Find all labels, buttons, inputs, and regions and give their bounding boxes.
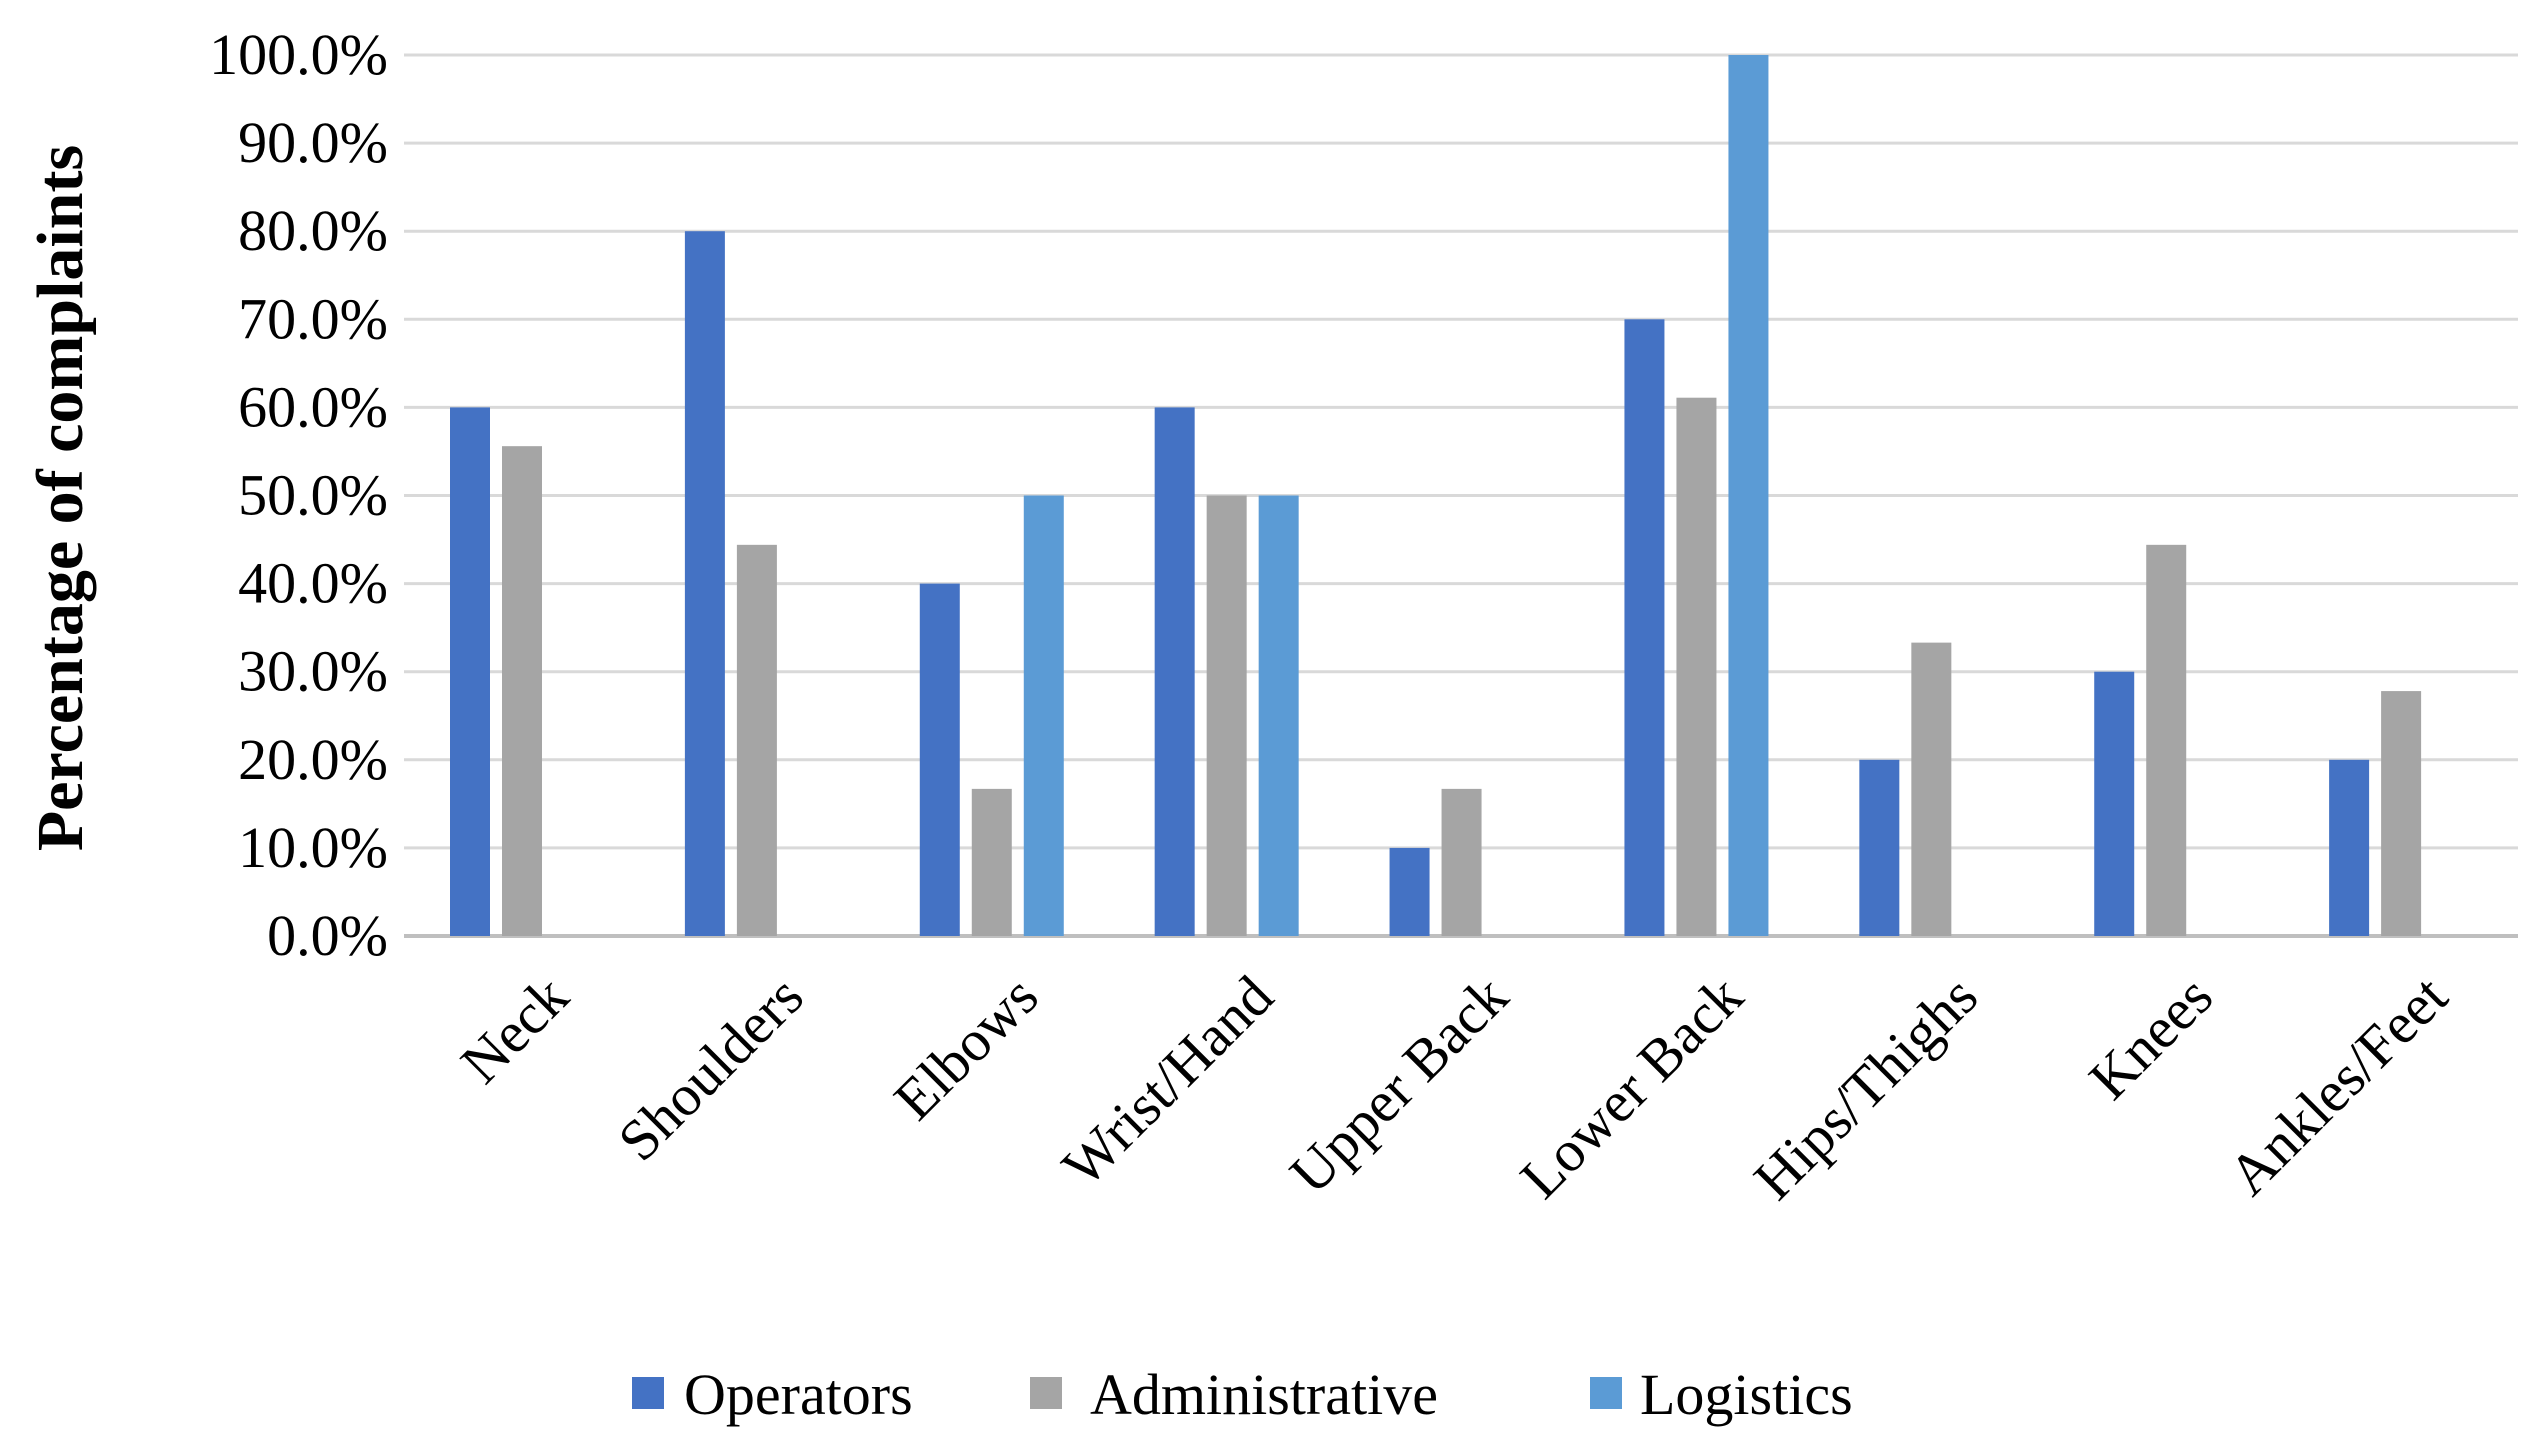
bar-administrative-hips-thighs [1911,642,1952,936]
legend-label-operators: Operators [684,1362,913,1427]
legend-swatch-logistics [1590,1377,1622,1409]
bar-operators-ankles-feet [2329,759,2370,936]
y-tick-label: 70.0% [238,286,388,351]
bar-administrative-shoulders [736,544,777,936]
bar-administrative-wrist-hand [1206,495,1247,936]
legend-swatch-operators [632,1377,664,1409]
legend: Operators Administrative Logistics [632,1362,1853,1427]
x-category-label: Knees [2076,963,2224,1111]
bar-administrative-lower-back [1676,397,1717,937]
bar-administrative-elbows [971,788,1012,936]
y-tick-label: 20.0% [238,727,388,792]
x-category-label: Upper Back [1277,963,1520,1206]
y-tick-label: 30.0% [238,639,388,704]
x-category-label: Ankles/Feet [2216,963,2460,1207]
y-axis-tick-labels: 0.0% 10.0% 20.0% 30.0% 40.0% 50.0% 60.0% 70.0% 8… [209,22,388,968]
bars [450,55,2422,937]
legend-label-administrative: Administrative [1090,1362,1438,1427]
bar-administrative-ankles-feet [2381,691,2422,936]
bar-operators-elbows [919,583,960,936]
bar-operators-neck [450,407,490,936]
y-tick-label: 60.0% [238,374,388,439]
bar-administrative-upper-back [1441,788,1482,936]
y-tick-label: 10.0% [238,815,388,880]
bar-logistics-lower-back [1728,55,1769,936]
x-category-label: Shoulders [606,963,816,1173]
bar-operators-upper-back [1389,847,1430,936]
y-tick-label: 80.0% [238,198,388,263]
bar-administrative-neck [502,446,542,936]
y-tick-label: 50.0% [238,463,388,528]
bar-logistics-wrist-hand [1258,495,1299,936]
bar-operators-hips-thighs [1859,759,1900,936]
x-category-label: Wrist/Hand [1050,963,1286,1199]
x-category-label: Elbows [881,963,1050,1132]
y-axis-title: Percentage of complaints [24,145,97,851]
legend-label-logistics: Logistics [1640,1362,1853,1427]
y-tick-label: 0.0% [267,903,388,968]
x-category-label: Lower Back [1508,963,1756,1211]
x-category-label: Neck [448,963,580,1095]
y-tick-label: 100.0% [209,22,388,87]
y-tick-label: 40.0% [238,551,388,616]
bar-logistics-elbows [1023,495,1064,936]
bar-operators-lower-back [1624,319,1665,936]
y-tick-label: 90.0% [238,110,388,175]
bar-operators-wrist-hand [1154,407,1195,936]
x-category-label: Hips/Thighs [1741,963,1990,1212]
bar-operators-knees [2094,671,2135,936]
bar-operators-shoulders [684,231,725,936]
legend-swatch-administrative [1030,1377,1062,1409]
bar-administrative-knees [2146,544,2187,936]
